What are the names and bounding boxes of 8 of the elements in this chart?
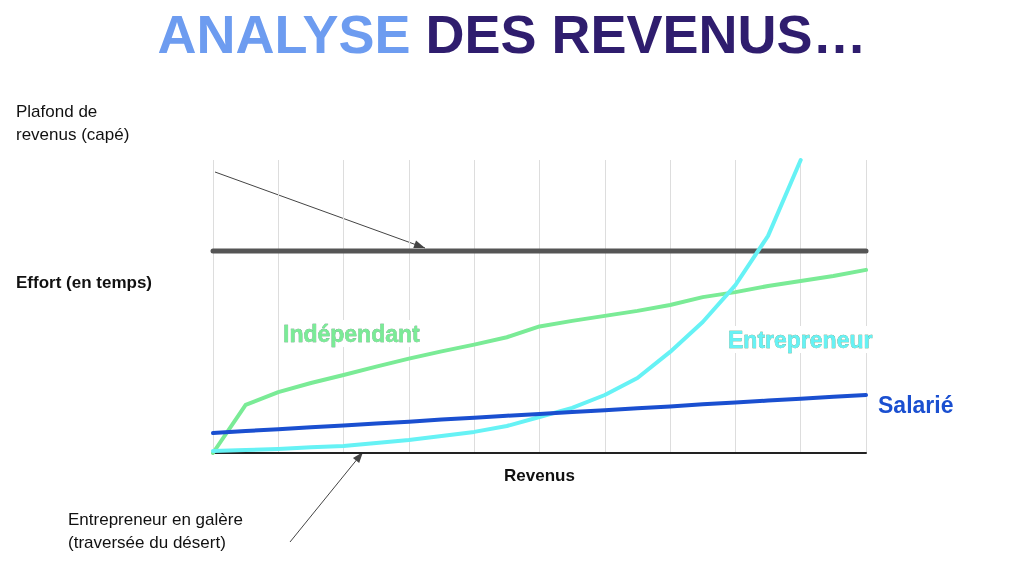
y-axis-title: Effort (en temps): [16, 273, 152, 292]
chart-title: ANALYSE DES REVENUS…: [157, 4, 867, 64]
x-axis-title: Revenus: [504, 466, 575, 485]
text: Plafond de revenus (capé): [16, 102, 130, 144]
series-label: Entrepreneur: [728, 326, 873, 353]
series-label: Indépendant: [283, 320, 421, 347]
text: Entrepreneur en galère (traversée du désert): [68, 510, 243, 552]
series-label: Salarié: [878, 391, 954, 418]
